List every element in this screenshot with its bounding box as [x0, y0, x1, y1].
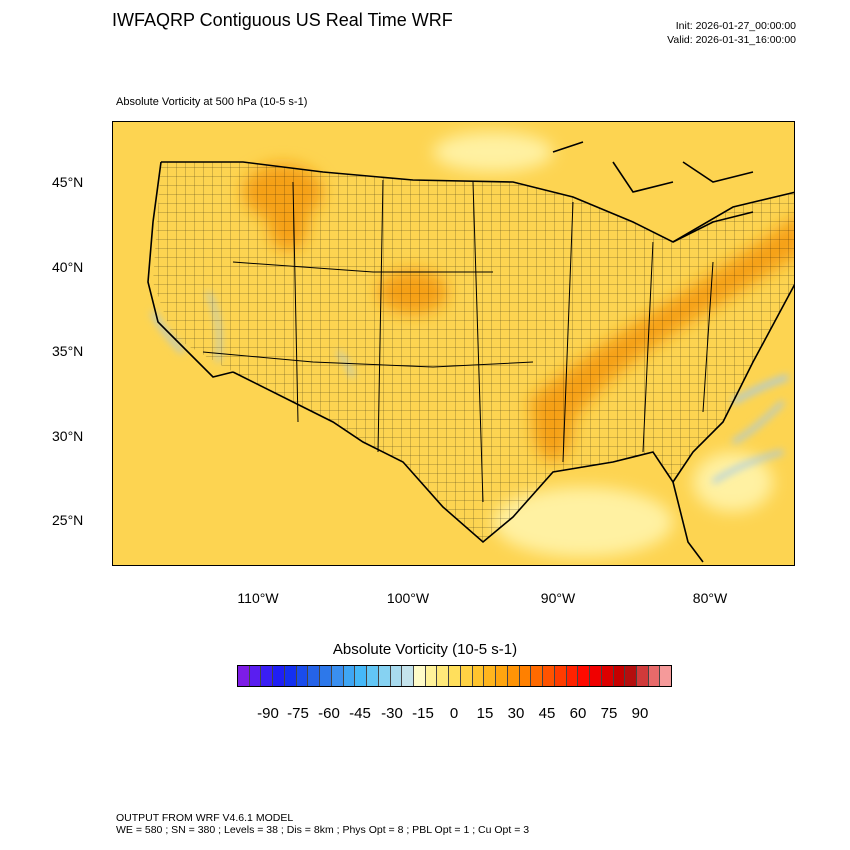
colorbar-swatch — [648, 666, 661, 686]
init-time: Init: 2026-01-27_00:00:00 — [675, 20, 796, 32]
colorbar-swatch — [601, 666, 614, 686]
colorbar-swatch — [284, 666, 297, 686]
colorbar-tick-label: -60 — [318, 705, 340, 722]
field-label: Absolute Vorticity at 500 hPa (10-5 s-1) — [116, 96, 308, 108]
lat-label-35n: 35°N — [52, 343, 84, 359]
colorbar-swatch — [238, 666, 250, 686]
valid-time: Valid: 2026-01-31_16:00:00 — [667, 34, 796, 46]
colorbar-swatch — [566, 666, 579, 686]
colorbar — [237, 665, 672, 687]
lon-label-90w: 90°W — [540, 590, 576, 606]
colorbar-swatch — [496, 666, 508, 686]
lat-label-30n: 30°N — [52, 428, 84, 444]
colorbar-tick-label: 45 — [538, 705, 556, 722]
colorbar-swatch — [449, 666, 461, 686]
lat-label-25n: 25°N — [52, 512, 84, 528]
colorbar-swatch — [390, 666, 403, 686]
lon-label-80w: 80°W — [692, 590, 728, 606]
colorbar-swatch — [425, 666, 438, 686]
colorbar-tick-label: -15 — [412, 705, 434, 722]
colorbar-tick-label: 15 — [476, 705, 494, 722]
colorbar-tick-label: -90 — [257, 705, 279, 722]
map-panel — [112, 121, 795, 566]
colorbar-swatch — [378, 666, 391, 686]
colorbar-swatch — [554, 666, 567, 686]
county-lines — [153, 162, 794, 542]
colorbar-tick-label: -45 — [349, 705, 371, 722]
colorbar-swatch — [261, 666, 274, 686]
colorbar-swatch — [484, 666, 497, 686]
state-lines — [202, 179, 714, 503]
colorbar-swatch — [437, 666, 450, 686]
colorbar-tick-label: -75 — [287, 705, 309, 722]
colorbar-swatch — [331, 666, 344, 686]
colorbar-swatch — [296, 666, 309, 686]
colorbar-swatch — [308, 666, 321, 686]
colorbar-swatch — [625, 666, 637, 686]
colorbar-tick-label: 75 — [600, 705, 618, 722]
colorbar-swatch — [355, 666, 368, 686]
colorbar-swatch — [367, 666, 379, 686]
colorbar-swatch — [543, 666, 555, 686]
lon-label-100w: 100°W — [386, 590, 430, 606]
lon-label-110w: 110°W — [237, 590, 279, 606]
plot-title: IWFAQRP Contiguous US Real Time WRF — [112, 10, 453, 30]
lat-label-45n: 45°N — [52, 174, 84, 190]
vorticity-map — [113, 122, 794, 565]
colorbar-swatch — [472, 666, 485, 686]
colorbar-swatch — [660, 666, 672, 686]
colorbar-tick-label: 90 — [631, 705, 649, 722]
coastline-and-borders — [147, 141, 794, 563]
colorbar-swatch — [414, 666, 426, 686]
footer-model-info: OUTPUT FROM WRF V4.6.1 MODEL — [116, 812, 294, 824]
footer-run-config: WE = 580 ; SN = 380 ; Levels = 38 ; Dis … — [116, 824, 530, 836]
colorbar-swatch — [320, 666, 332, 686]
lat-label-40n: 40°N — [52, 259, 84, 275]
colorbar-swatch — [507, 666, 520, 686]
colorbar-tick-label: 30 — [507, 705, 525, 722]
colorbar-swatch — [273, 666, 285, 686]
colorbar-tick-label: -30 — [381, 705, 403, 722]
colorbar-swatch — [636, 666, 649, 686]
colorbar-tick-label: 0 — [449, 705, 459, 722]
colorbar-swatch — [590, 666, 602, 686]
colorbar-swatch — [249, 666, 262, 686]
colorbar-swatch — [460, 666, 473, 686]
colorbar-title: Absolute Vorticity (10-5 s-1) — [332, 641, 518, 658]
colorbar-swatch — [402, 666, 415, 686]
colorbar-tick-label: 60 — [569, 705, 587, 722]
colorbar-swatch — [343, 666, 356, 686]
colorbar-swatch — [531, 666, 544, 686]
colorbar-swatch — [519, 666, 532, 686]
colorbar-swatch — [613, 666, 626, 686]
colorbar-swatch — [578, 666, 591, 686]
